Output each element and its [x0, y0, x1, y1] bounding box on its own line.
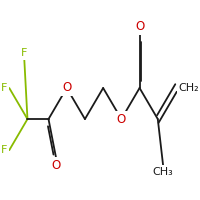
Text: O: O [135, 20, 144, 33]
Text: O: O [62, 81, 71, 94]
Text: F: F [1, 83, 7, 93]
Text: F: F [1, 145, 7, 155]
Text: CH₂: CH₂ [179, 83, 199, 93]
Text: CH₃: CH₃ [153, 167, 173, 177]
Text: O: O [117, 113, 126, 126]
Text: O: O [51, 159, 60, 172]
Text: F: F [21, 48, 28, 58]
